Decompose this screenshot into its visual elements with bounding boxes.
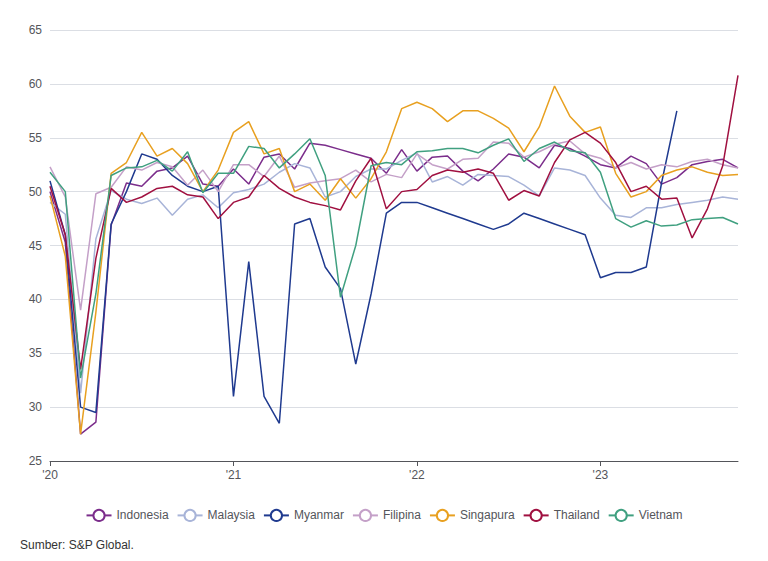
- svg-text:60: 60: [29, 77, 43, 91]
- svg-text:'20: '20: [42, 468, 58, 482]
- svg-text:50: 50: [29, 185, 43, 199]
- svg-text:'22: '22: [409, 468, 425, 482]
- svg-text:40: 40: [29, 292, 43, 306]
- svg-text:'21: '21: [226, 468, 242, 482]
- svg-text:55: 55: [29, 131, 43, 145]
- svg-text:Myanmar: Myanmar: [294, 508, 344, 522]
- svg-text:30: 30: [29, 400, 43, 414]
- svg-text:Thailand: Thailand: [554, 508, 600, 522]
- svg-text:65: 65: [29, 23, 43, 37]
- svg-text:Malaysia: Malaysia: [208, 508, 256, 522]
- svg-text:Sumber: S&P Global.: Sumber: S&P Global.: [20, 538, 134, 552]
- svg-text:35: 35: [29, 346, 43, 360]
- svg-text:45: 45: [29, 239, 43, 253]
- svg-text:'23: '23: [593, 468, 609, 482]
- svg-text:Singapura: Singapura: [460, 508, 515, 522]
- svg-text:25: 25: [29, 454, 43, 468]
- svg-text:Filipina: Filipina: [383, 508, 421, 522]
- svg-text:Indonesia: Indonesia: [117, 508, 169, 522]
- svg-text:Vietnam: Vietnam: [639, 508, 683, 522]
